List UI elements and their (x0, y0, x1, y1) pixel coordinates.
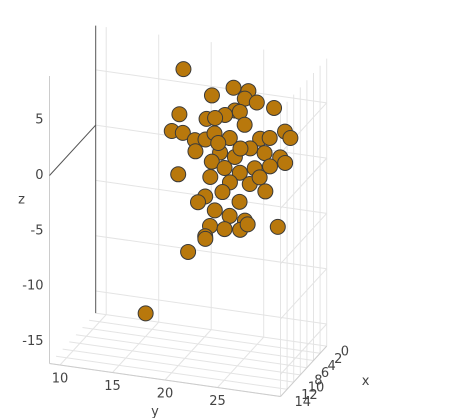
z-axis-title: z (18, 192, 25, 207)
point (175, 61, 192, 78)
grid-line (89, 319, 321, 354)
point (171, 106, 188, 123)
grid-line (95, 312, 327, 347)
point (202, 168, 219, 185)
point (216, 221, 233, 238)
zero-line (49, 124, 97, 176)
x-tick-label: 14 (295, 395, 312, 410)
point (256, 145, 273, 162)
x-tick-label: 10 (308, 381, 325, 396)
grid-line (280, 268, 328, 320)
point (282, 130, 299, 147)
grid-line (62, 348, 294, 383)
point (187, 143, 204, 160)
point (239, 216, 256, 233)
grid-line (164, 329, 212, 381)
z-tick-label: -10 (22, 279, 43, 294)
grid-line (280, 157, 328, 209)
y-axis-title: y (151, 405, 159, 418)
z-tick-label: 5 (35, 113, 43, 128)
z-tick-label: 0 (35, 168, 43, 183)
point (174, 124, 191, 141)
z-tick-label: -5 (31, 223, 44, 238)
point (197, 230, 214, 247)
y-tick-label: 20 (157, 387, 174, 402)
x-tick-label: 0 (341, 345, 349, 360)
axis-line (49, 363, 281, 397)
x-tick-label: 6 (321, 366, 329, 381)
grid-line (59, 314, 107, 366)
point (170, 166, 187, 183)
point (210, 135, 227, 152)
point (216, 160, 233, 177)
x-tick-label: 8 (314, 373, 322, 388)
point (248, 94, 265, 111)
grid-line (280, 323, 328, 375)
x-tick-label: 2 (334, 352, 342, 367)
y-tick-label: 25 (209, 394, 226, 409)
grid-line (217, 336, 265, 388)
point (277, 154, 294, 171)
point (214, 184, 231, 201)
grid-line (280, 213, 328, 265)
point (207, 110, 224, 127)
x-tick-label: 4 (328, 359, 336, 374)
point (232, 140, 249, 157)
y-tick-label: 15 (104, 379, 121, 394)
point (262, 158, 278, 175)
y-tick-label: 10 (52, 372, 69, 387)
point (206, 202, 223, 219)
grid-line (56, 355, 288, 390)
z-tick-label: -15 (22, 334, 43, 349)
point (231, 193, 248, 210)
grid-line (69, 341, 301, 376)
point (266, 99, 283, 116)
point (203, 87, 220, 104)
axis-line (280, 345, 328, 397)
point (269, 218, 286, 235)
point (225, 79, 242, 96)
x-tick-label: 12 (301, 388, 318, 403)
grid-line (75, 334, 307, 369)
point (261, 129, 278, 146)
grid-line (112, 321, 160, 373)
grid-line (82, 327, 314, 361)
point (137, 305, 154, 322)
point (231, 164, 248, 181)
point (257, 183, 274, 200)
point (180, 243, 197, 260)
x-axis-title: x (362, 374, 370, 389)
point (236, 116, 253, 133)
point (190, 194, 206, 211)
point (251, 169, 268, 186)
